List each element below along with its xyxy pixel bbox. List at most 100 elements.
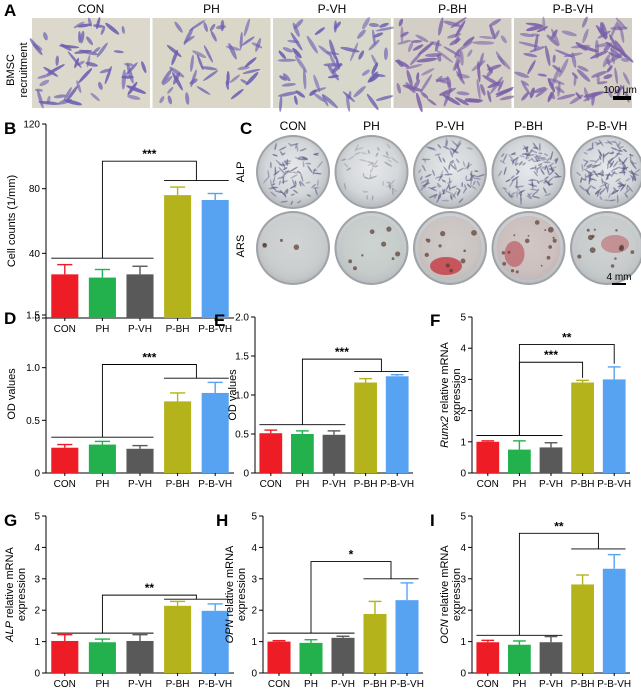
y-tick-label-e: 0 — [243, 469, 249, 480]
chart-panel-f: F 0 1 2 3 4 5 Runx2 relative mRNA expression CON P… — [430, 311, 631, 490]
significance-bracket-f: ** — [476, 330, 615, 437]
panel-a-images — [29, 16, 634, 113]
bar-e-ph — [291, 434, 314, 473]
x-tick-label-g: P-BH — [166, 679, 190, 690]
x-tick-label-g: P-VH — [128, 679, 152, 690]
significance-label-f: ** — [562, 330, 572, 344]
x-tick-label-d: P-B-VH — [198, 479, 232, 490]
bar-d-p-b-vh — [201, 392, 229, 473]
x-tick-label-f: PH — [512, 479, 526, 490]
y-axis-label-line2-f: expression — [451, 368, 463, 421]
x-tick-label-h: PH — [304, 679, 318, 690]
bar-g-p-b-vh — [201, 610, 229, 673]
x-tick-label-e: P-BH — [354, 479, 378, 490]
ars-dish-p-vh — [413, 211, 487, 285]
y-axis-label-b: Cell counts (1/mm) — [6, 175, 18, 267]
panel-a-label: A — [4, 1, 16, 20]
alp-dish-p-vh — [413, 135, 487, 209]
micrograph-p-vh — [273, 17, 397, 112]
y-tick-label-f: 4 — [460, 344, 466, 355]
x-tick-label-h: CON — [268, 679, 290, 690]
significance-label-b: *** — [142, 147, 156, 161]
x-tick-label-e: P-VH — [322, 479, 346, 490]
panel-g-label: G — [4, 511, 17, 530]
bar-b-con — [51, 274, 79, 318]
x-tick-label-d: P-BH — [166, 479, 190, 490]
y-tick-label-g: 5 — [34, 512, 40, 523]
panel-b-label: B — [4, 119, 16, 138]
bar-f-p-bh — [571, 382, 594, 473]
x-tick-label-d: PH — [95, 479, 109, 490]
panel-c-label: C — [240, 119, 252, 138]
y-axis-label-f: Runx2 relative mRNA — [439, 341, 451, 447]
x-tick-label-g: CON — [54, 679, 76, 690]
y-tick-label-h: 2 — [251, 606, 257, 617]
panel-c-dish-grid — [256, 135, 641, 285]
x-tick-label-b: PH — [95, 324, 109, 335]
x-tick-label-f: CON — [477, 479, 499, 490]
x-tick-label-g: P-B-VH — [198, 679, 232, 690]
alp-dish-ph — [334, 135, 409, 209]
panel-d-label: D — [4, 309, 16, 328]
significance-label-h: * — [349, 548, 354, 562]
x-tick-label-i: PH — [512, 679, 526, 690]
significance-bracket-i: ** — [476, 519, 626, 636]
bar-e-con — [259, 433, 283, 473]
bar-b-ph — [88, 277, 116, 318]
x-tick-label-b: P-VH — [128, 324, 152, 335]
panel-a-header-con: CON — [78, 2, 105, 16]
panel-a-scale-bar — [613, 96, 631, 100]
bar-h-ph — [299, 642, 323, 673]
y-tick-label-e: 1.5 — [235, 352, 249, 363]
y-tick-label-d: 0.5 — [26, 416, 40, 427]
y-axis-label-line2-g: expression — [16, 568, 28, 621]
x-tick-label-e: PH — [295, 479, 309, 490]
x-tick-label-i: P-VH — [539, 679, 563, 690]
bar-b-p-b-vh — [201, 199, 229, 318]
x-tick-label-e: P-B-VH — [380, 479, 414, 490]
y-tick-label-f: 5 — [460, 313, 466, 324]
panel-a-header-p-vh: P-VH — [318, 2, 347, 16]
y-tick-label-h: 3 — [251, 574, 257, 585]
y-tick-label-b: 0 — [34, 314, 40, 325]
y-tick-label-d: 1.5 — [26, 311, 40, 322]
panel-c-headers: CON PH P-VH P-BH P-B-VH — [280, 119, 628, 133]
bar-g-p-vh — [126, 640, 154, 673]
x-tick-label-d: CON — [54, 479, 76, 490]
x-tick-label-i: CON — [477, 679, 499, 690]
y-tick-label-i: 2 — [460, 606, 466, 617]
bar-d-p-vh — [126, 448, 154, 473]
bar-e-p-vh — [322, 434, 346, 473]
panel-e-label: E — [214, 311, 225, 330]
significance-bracket-h: * — [267, 548, 419, 634]
y-tick-label-f: 3 — [460, 375, 466, 386]
significance-bracket-d: *** — [51, 351, 229, 438]
bar-i-con — [476, 642, 500, 673]
bar-b-p-bh — [164, 195, 192, 318]
x-tick-label-h: P-VH — [331, 679, 355, 690]
panel-a-header-p-bh: P-BH — [438, 2, 467, 16]
y-tick-label-g: 1 — [34, 637, 40, 648]
alp-dish-p-bh — [491, 135, 566, 209]
bar-i-ph — [508, 644, 531, 673]
y-tick-label-b: 120 — [23, 120, 40, 131]
chart-panel-b: B 0 40 80 120 Cell counts (1/mm) CON PH P-VH P-BH… — [4, 119, 234, 335]
x-tick-label-i: P-B-VH — [597, 679, 631, 690]
bar-f-p-vh — [539, 447, 563, 473]
y-tick-label-h: 5 — [251, 512, 257, 523]
x-tick-label-e: CON — [260, 479, 282, 490]
significance-label-f: *** — [544, 348, 558, 362]
micrograph-ph — [152, 18, 271, 108]
panel-c-row-label-ars: ARS — [235, 235, 247, 258]
chart-panel-h: H 0 1 2 3 4 5 OPN relative mRNA expression CON PH P… — [216, 511, 424, 690]
y-tick-label-e: 2.0 — [235, 313, 249, 324]
panel-c-row-label-alp: ALP — [235, 162, 247, 183]
y-tick-label-g: 2 — [34, 606, 40, 617]
panel-c-header-p-vh: P-VH — [436, 119, 465, 133]
significance-bracket-g: ** — [51, 581, 229, 634]
panel-h-label: H — [216, 511, 228, 530]
y-axis-label-line2-i: expression — [451, 568, 463, 621]
y-tick-label-i: 5 — [460, 512, 466, 523]
